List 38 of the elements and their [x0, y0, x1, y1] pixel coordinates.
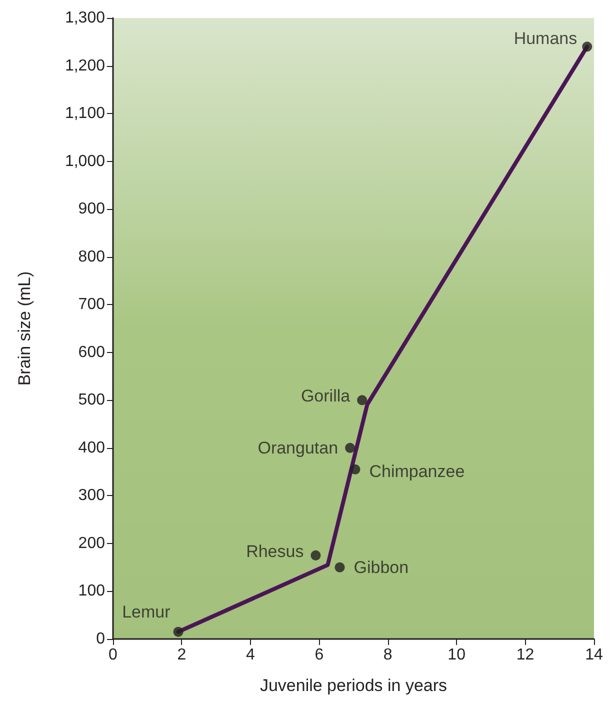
point: [357, 395, 368, 406]
point: [582, 42, 592, 52]
x-axis-title: Juvenile periods in years: [260, 676, 448, 695]
y-tick-label: 700: [78, 296, 106, 314]
annotation: Chimpanzee: [369, 462, 465, 481]
x-tick-label: 2: [177, 646, 186, 664]
y-tick-label: 1,300: [64, 10, 106, 26]
y-tick-label: 900: [78, 200, 106, 218]
annotation: Orangutan: [258, 438, 338, 458]
point: [350, 464, 360, 474]
y-tick-label: 200: [78, 534, 106, 552]
point: [345, 442, 356, 453]
y-tick-label: 600: [78, 344, 106, 361]
annotation: Gorilla: [300, 386, 351, 406]
x-tick-label: 6: [314, 646, 324, 664]
y-tick-label: 800: [78, 248, 106, 266]
x-tick-label: 12: [516, 646, 534, 664]
y-tick-label: 500: [78, 392, 106, 409]
y-tick-label: 100: [78, 582, 106, 600]
x-tick-label: 0: [108, 646, 118, 664]
y-tick-label: 400: [78, 439, 106, 456]
x-tick-label: 14: [585, 646, 603, 664]
annotation: Gibbon: [354, 558, 409, 577]
y-tick-label: 1,200: [64, 57, 106, 74]
point: [334, 562, 345, 572]
annotation: Lemur: [122, 602, 171, 622]
point: [310, 550, 321, 560]
y-tick-label: 1,000: [64, 152, 106, 170]
x-tick-label: 8: [383, 646, 392, 664]
x-tick-label: 4: [246, 646, 255, 664]
annotation: Rhesus: [246, 542, 304, 561]
annotation: Humans: [514, 29, 578, 48]
point: [173, 626, 184, 637]
y-tick-label: 1,100: [64, 105, 106, 122]
y-tick-label: 300: [78, 487, 106, 504]
y-tick-label: 0: [96, 630, 106, 648]
x-tick-label: 10: [448, 646, 466, 664]
y-axis-title: Brain size (mL): [15, 271, 34, 386]
